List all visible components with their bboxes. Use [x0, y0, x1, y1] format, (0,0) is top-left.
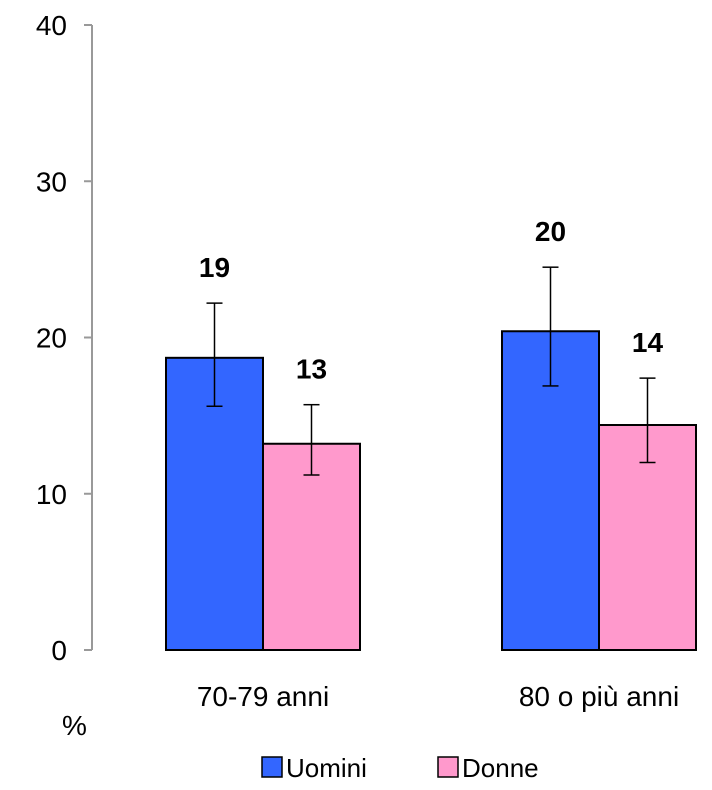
bar-donne-0	[262, 442, 361, 651]
data-label: 20	[535, 216, 566, 247]
x-category-label: 70-79 anni	[197, 681, 329, 712]
legend-swatch-donne	[437, 756, 459, 778]
y-ticks: 0 10 20 30 40	[36, 10, 92, 666]
y-tick-label: 30	[36, 166, 67, 197]
legend: Uomini Donne	[261, 753, 539, 783]
y-tick-label: 20	[36, 323, 67, 354]
legend-label-donne: Donne	[462, 753, 539, 783]
y-tick-label: 10	[36, 479, 67, 510]
data-label: 13	[296, 354, 327, 385]
y-tick-label: 0	[51, 635, 67, 666]
y-unit-label: %	[62, 710, 87, 741]
legend-label-uomini: Uomini	[286, 753, 367, 783]
bars	[165, 330, 697, 651]
error-bars	[206, 266, 656, 476]
category-labels: 70-79 anni 80 o più anni	[197, 681, 679, 712]
data-label: 14	[632, 327, 664, 358]
legend-swatch-uomini	[261, 756, 283, 778]
data-label: 19	[199, 252, 230, 283]
x-category-label: 80 o più anni	[519, 681, 679, 712]
y-tick-label: 40	[36, 10, 67, 41]
data-labels: 19 13 20 14	[199, 216, 664, 385]
